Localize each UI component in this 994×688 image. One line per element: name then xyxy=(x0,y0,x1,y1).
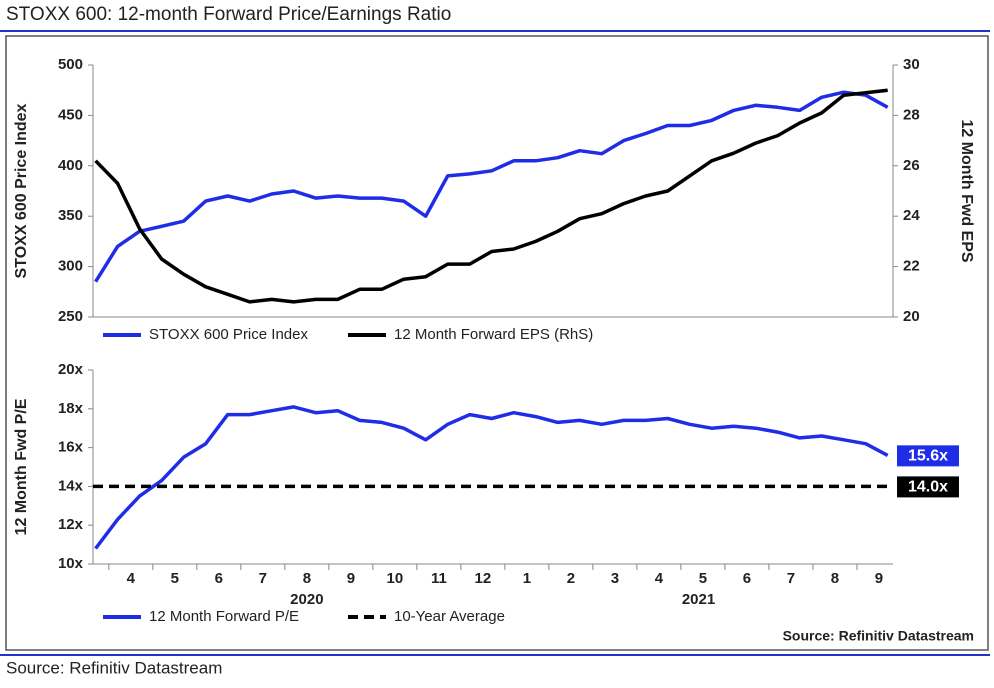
y-tick-label: 250 xyxy=(58,308,83,325)
x-tick-label: 3 xyxy=(611,570,619,587)
x-tick-label: 9 xyxy=(347,570,355,587)
x-tick-label: 5 xyxy=(699,570,707,587)
value-label-box xyxy=(897,476,959,498)
series-line xyxy=(94,405,889,550)
y-tick-label: 300 xyxy=(58,258,83,275)
legend-label: 12 Month Forward P/E xyxy=(149,608,299,625)
x-tick-label: 10 xyxy=(387,570,404,587)
y-tick-label: 500 xyxy=(58,56,83,73)
y-tick-label: 20x xyxy=(58,361,84,378)
y2-tick-label: 26 xyxy=(903,157,920,174)
y-axis-label: STOXX 600 Price Index xyxy=(13,103,30,278)
x-tick-label: 8 xyxy=(303,570,311,587)
y-tick-label: 10x xyxy=(58,555,84,572)
y-tick-label: 14x xyxy=(58,477,84,494)
series-line xyxy=(94,90,889,283)
chart-frame xyxy=(5,35,989,651)
series-line xyxy=(94,88,888,304)
page-title: STOXX 600: 12-month Forward Price/Earnin… xyxy=(6,4,451,25)
x-tick-label: 4 xyxy=(127,570,136,587)
x-tick-label: 7 xyxy=(259,570,267,587)
x-tick-label: 8 xyxy=(831,570,839,587)
legend-label: STOXX 600 Price Index xyxy=(149,326,308,343)
y-tick-label: 400 xyxy=(58,157,83,174)
x-tick-label: 6 xyxy=(215,570,223,587)
x-tick-label: 2 xyxy=(567,570,575,587)
value-label: 15.6x xyxy=(908,448,948,465)
x-tick-label: 12 xyxy=(475,570,492,587)
y2-tick-label: 22 xyxy=(903,258,920,275)
y2-tick-label: 24 xyxy=(903,207,920,224)
x-tick-label: 6 xyxy=(743,570,751,587)
x-tick-label: 4 xyxy=(655,570,664,587)
year-label: 2021 xyxy=(682,591,715,608)
y-tick-label: 18x xyxy=(58,400,84,417)
footer-source: Source: Refinitiv Datastream xyxy=(6,658,222,677)
legend-label: 10-Year Average xyxy=(394,608,505,625)
y-axis-label: 12 Month Fwd P/E xyxy=(13,398,30,535)
x-tick-label: 5 xyxy=(171,570,179,587)
y2-tick-label: 20 xyxy=(903,308,920,325)
legend-label: 12 Month Forward EPS (RhS) xyxy=(394,326,593,343)
year-label: 2020 xyxy=(290,591,323,608)
y-tick-label: 16x xyxy=(58,439,84,456)
y-tick-label: 350 xyxy=(58,207,83,224)
value-label: 14.0x xyxy=(908,479,948,496)
y2-tick-label: 30 xyxy=(903,56,920,73)
x-tick-label: 1 xyxy=(523,570,531,587)
y-tick-label: 450 xyxy=(58,106,83,123)
x-tick-label: 7 xyxy=(787,570,795,587)
value-label-box xyxy=(897,445,959,467)
source-note: Source: Refinitiv Datastream xyxy=(783,628,974,644)
x-tick-label: 9 xyxy=(875,570,883,587)
y-tick-label: 12x xyxy=(58,516,84,533)
x-tick-label: 11 xyxy=(431,570,447,587)
y2-axis-label: 12 Month Fwd EPS xyxy=(958,119,975,262)
y2-tick-label: 28 xyxy=(903,106,920,123)
